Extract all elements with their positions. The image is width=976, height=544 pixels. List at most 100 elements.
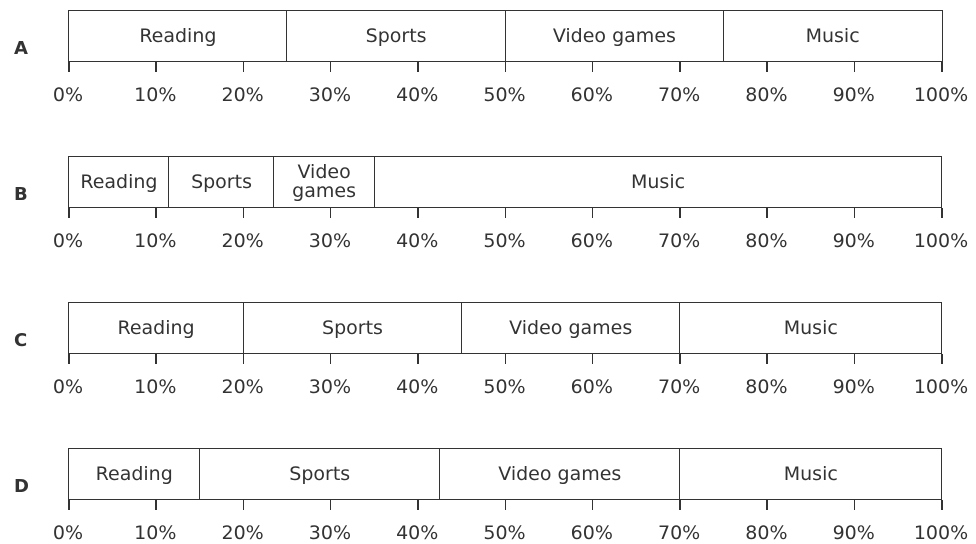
tick-mark xyxy=(853,354,856,364)
x-tick-label: 100% xyxy=(913,522,969,544)
x-tick-label: 20% xyxy=(221,376,264,398)
tick-mark xyxy=(242,62,245,72)
tick-mark xyxy=(155,62,157,72)
tick-mark xyxy=(329,62,332,72)
row-label: A xyxy=(14,38,28,59)
x-tick-label: 50% xyxy=(483,84,526,106)
x-tick-label: 100% xyxy=(913,230,969,252)
tick-mark xyxy=(417,500,419,510)
x-tick-label: 10% xyxy=(134,84,177,106)
x-tick-label: 0% xyxy=(52,522,84,544)
tick-mark xyxy=(591,354,594,364)
x-tick-label: 30% xyxy=(308,84,352,106)
tick-mark xyxy=(766,62,768,72)
x-tick-label: 0% xyxy=(52,84,84,106)
segment-label: Video games xyxy=(498,462,622,485)
x-tick-label: 50% xyxy=(483,522,526,544)
segment-label: Sports xyxy=(365,24,427,47)
x-tick-label: 90% xyxy=(832,84,875,106)
tick-mark xyxy=(68,354,70,364)
segment-label: Music xyxy=(783,462,838,485)
tick-mark xyxy=(591,62,594,72)
x-tick-label: 60% xyxy=(570,230,613,252)
tick-mark xyxy=(766,208,768,218)
x-tick-label: 70% xyxy=(657,376,701,398)
tick-mark xyxy=(68,500,70,510)
tick-mark xyxy=(155,208,157,218)
tick-mark xyxy=(155,500,157,510)
x-tick-label: 80% xyxy=(745,230,788,252)
x-tick-label: 100% xyxy=(913,84,969,106)
row-label: B xyxy=(14,184,28,205)
x-tick-label: 80% xyxy=(745,376,788,398)
tick-mark xyxy=(679,208,681,218)
x-tick-label: 20% xyxy=(221,230,264,252)
tick-mark xyxy=(766,354,768,364)
x-tick-label: 80% xyxy=(745,522,788,544)
segment: Sports xyxy=(168,156,275,208)
tick-mark xyxy=(679,62,681,72)
tick-mark xyxy=(155,354,157,364)
x-tick-label: 90% xyxy=(832,522,875,544)
x-tick-label: 60% xyxy=(570,84,613,106)
x-tick-label: 40% xyxy=(396,376,439,398)
x-tick-label: 0% xyxy=(52,230,84,252)
segment: Reading xyxy=(68,448,201,500)
segment: Video games xyxy=(460,302,681,354)
tick-mark xyxy=(329,208,332,218)
x-tick-label: 40% xyxy=(396,230,439,252)
x-tick-label: 20% xyxy=(221,84,264,106)
tick-mark xyxy=(941,354,943,364)
segment-label: Video games xyxy=(292,161,356,202)
x-tick-label: 10% xyxy=(134,522,177,544)
tick-mark xyxy=(853,62,856,72)
tick-mark xyxy=(417,208,419,218)
x-tick-label: 40% xyxy=(396,522,439,544)
x-tick-label: 40% xyxy=(396,84,439,106)
x-tick-label: 0% xyxy=(52,376,84,398)
row-label: D xyxy=(14,476,29,497)
x-tick-label: 70% xyxy=(657,84,701,106)
segment-label: Video games xyxy=(552,24,676,47)
tick-mark xyxy=(679,500,681,510)
segment: Sports xyxy=(286,10,506,62)
segment-label: Reading xyxy=(139,24,217,47)
x-tick-label: 60% xyxy=(570,522,613,544)
tick-mark xyxy=(417,354,419,364)
tick-mark xyxy=(853,500,856,510)
segment-label: Reading xyxy=(80,170,158,193)
x-tick-label: 90% xyxy=(832,376,875,398)
tick-mark xyxy=(591,500,594,510)
segment-label: Video games xyxy=(509,316,633,339)
segment: Reading xyxy=(68,10,288,62)
x-tick-label: 50% xyxy=(483,230,526,252)
x-tick-label: 70% xyxy=(657,522,701,544)
x-tick-label: 90% xyxy=(832,230,875,252)
tick-mark xyxy=(504,208,506,218)
tick-mark xyxy=(504,354,506,364)
tick-mark xyxy=(242,208,245,218)
x-tick-label: 100% xyxy=(913,376,969,398)
x-tick-label: 30% xyxy=(308,376,352,398)
tick-mark xyxy=(941,62,943,72)
tick-mark xyxy=(941,500,943,510)
segment: Video games xyxy=(439,448,681,500)
x-tick-label: 30% xyxy=(308,230,352,252)
segment: Music xyxy=(722,10,943,62)
segment-label: Music xyxy=(805,24,860,47)
x-tick-label: 10% xyxy=(134,376,177,398)
tick-mark xyxy=(68,62,70,72)
tick-mark xyxy=(853,208,856,218)
tick-mark xyxy=(329,500,332,510)
segment: Music xyxy=(373,156,943,208)
row-label: C xyxy=(14,330,28,351)
segment: Music xyxy=(679,302,943,354)
segment-label: Music xyxy=(783,316,838,339)
tick-mark xyxy=(504,500,506,510)
segment: Reading xyxy=(68,156,170,208)
segment: Sports xyxy=(198,448,441,500)
segment-label: Sports xyxy=(289,462,351,485)
segment-label: Sports xyxy=(191,170,252,193)
tick-mark xyxy=(417,62,419,72)
segment-label: Music xyxy=(630,170,686,193)
